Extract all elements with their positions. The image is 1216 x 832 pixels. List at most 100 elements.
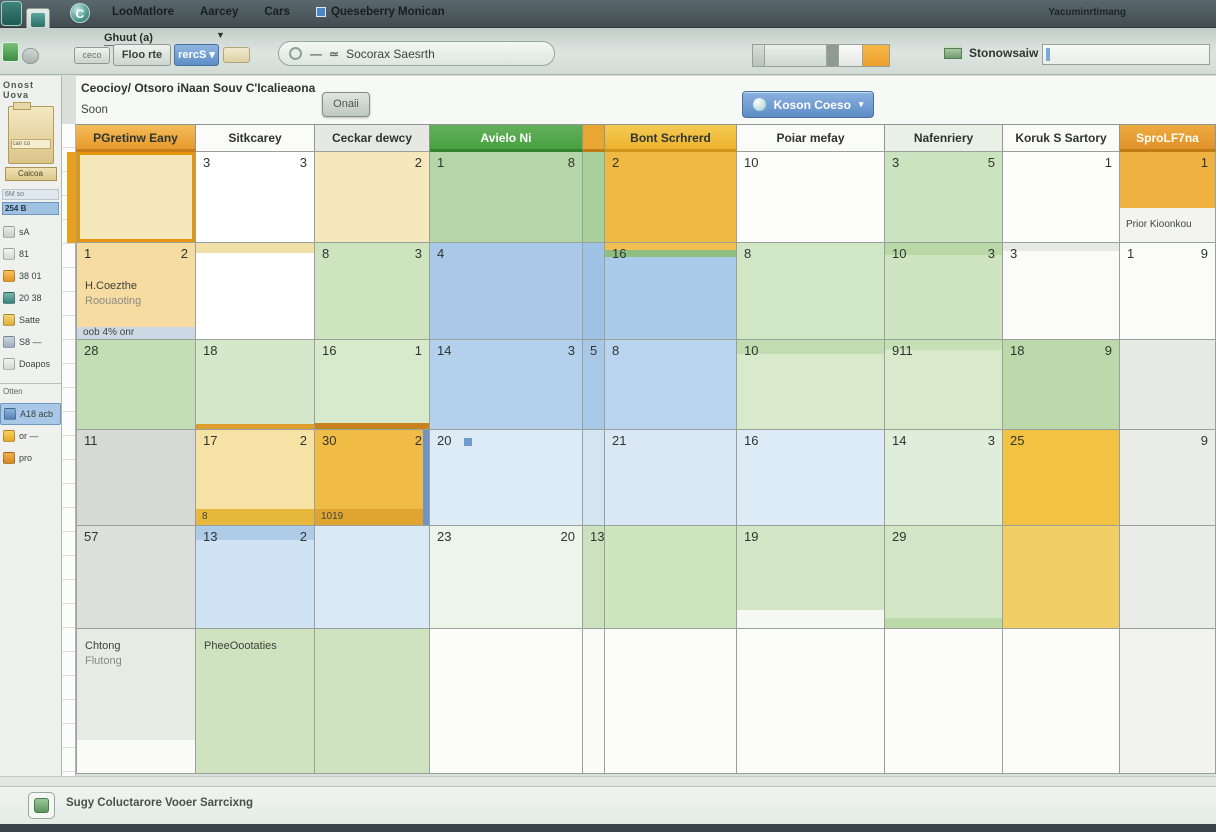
segment-2[interactable] <box>765 45 827 66</box>
calendar-cell[interactable]: 14 3 <box>430 340 583 430</box>
event-bar[interactable] <box>605 243 736 250</box>
calendar-cell[interactable]: 16 <box>605 243 737 340</box>
extra-button[interactable] <box>223 47 250 63</box>
calendar-cell[interactable]: 21 <box>605 430 737 526</box>
calendar-cell[interactable] <box>1003 629 1120 774</box>
event-bar[interactable]: oob 4% onr <box>77 327 195 339</box>
calendar-cell[interactable]: 2 <box>315 152 430 243</box>
sidebar-item[interactable]: Doapos <box>0 353 61 375</box>
segment-1[interactable] <box>753 45 765 66</box>
right-input[interactable] <box>1042 44 1210 65</box>
calendar-cell[interactable] <box>737 629 885 774</box>
segment-3[interactable] <box>839 45 863 66</box>
calendar-cell[interactable]: 29 <box>885 526 1003 629</box>
calendar-cell[interactable]: 8 <box>737 243 885 340</box>
calendar-cell[interactable]: 14 3 <box>885 430 1003 526</box>
calendar-cell[interactable]: 2 <box>605 152 737 243</box>
event-bar[interactable] <box>885 243 1002 255</box>
calendar-cell[interactable]: PheeOootaties <box>196 629 315 774</box>
calendar-cell[interactable]: 10 <box>737 152 885 243</box>
sidebar-item[interactable]: 81 <box>0 243 61 265</box>
calendar-cell[interactable]: 18 <box>196 340 315 430</box>
event-bar[interactable] <box>1003 243 1119 251</box>
calendar-cell[interactable] <box>583 629 605 774</box>
calendar-cell[interactable]: 13 <box>583 526 605 629</box>
calendar-cell[interactable] <box>583 430 605 526</box>
calendar-cell[interactable]: 1 <box>1003 152 1120 243</box>
calendar-cell[interactable] <box>1120 340 1216 430</box>
calendar-cell[interactable] <box>315 629 430 774</box>
sidebar-item[interactable]: pro <box>0 447 61 469</box>
calendar-cell[interactable]: 911 <box>885 340 1003 430</box>
sidebar-item-selected[interactable]: A18 acb <box>0 403 61 425</box>
event-bar[interactable] <box>196 424 314 429</box>
app-logo-icon[interactable]: C <box>70 3 90 23</box>
status-icon[interactable] <box>28 792 55 819</box>
calendar-cell[interactable]: 5 <box>583 340 605 430</box>
calendar-cell[interactable]: 1 Prior Kioonkou <box>1120 152 1216 243</box>
today-button[interactable]: Onaii <box>322 92 370 117</box>
calendar-cell[interactable]: 13 2 <box>196 526 315 629</box>
calendar-cell[interactable]: 30 2 1019 <box>315 430 430 526</box>
calendar-cell[interactable]: 23 20 <box>430 526 583 629</box>
sidebar-item[interactable]: or — <box>0 425 61 447</box>
menu-item-2[interactable]: Aarcey <box>199 6 239 18</box>
segment-4-active[interactable] <box>863 45 889 66</box>
calendar-cell[interactable]: 1 2 H.Coezthe Roouaoting oob 4% onr <box>76 243 196 340</box>
sidebar-item[interactable]: S8 — <box>0 331 61 353</box>
sidebar-item[interactable]: 38 01 <box>0 265 61 287</box>
calendar-cell[interactable]: 9 <box>1120 430 1216 526</box>
calendar-cell[interactable] <box>605 629 737 774</box>
event-bar[interactable] <box>196 526 314 540</box>
primary-button[interactable]: rercS ▾ <box>174 44 219 66</box>
event-bar[interactable] <box>737 610 884 628</box>
calendar-cell[interactable]: 10 <box>737 340 885 430</box>
calendar-cell[interactable]: 3 <box>1003 243 1120 340</box>
round-tool-icon[interactable] <box>22 48 39 64</box>
action-button[interactable]: Koson Coeso ▾ <box>742 91 874 118</box>
window-app-icon[interactable] <box>1 1 22 26</box>
calendar-cell[interactable]: 19 <box>737 526 885 629</box>
calendar-cell[interactable] <box>1120 629 1216 774</box>
event-bar[interactable] <box>315 423 429 429</box>
reports-button[interactable]: Floo rte <box>113 44 171 66</box>
event-bar[interactable]: 8 <box>196 509 314 525</box>
calendar-cell[interactable] <box>885 629 1003 774</box>
calendar-cell[interactable] <box>76 152 196 243</box>
event-bar[interactable] <box>737 340 884 354</box>
calendar-cell[interactable]: 25 <box>1003 430 1120 526</box>
mini-calendar-selected[interactable]: 254 B <box>2 202 59 215</box>
calendar-cell[interactable]: 8 <box>605 340 737 430</box>
menu-item-3[interactable]: Cars <box>264 6 290 18</box>
view-segmented-control[interactable] <box>752 44 890 67</box>
event-bar[interactable] <box>885 618 1002 628</box>
view-mode-label[interactable]: Stonowsaiw <box>944 46 1038 60</box>
event-bar[interactable]: 1019 <box>315 509 429 525</box>
drag-marker[interactable] <box>464 438 472 446</box>
menu-item-1[interactable]: LooMatlore <box>112 6 174 18</box>
calendar-cell[interactable]: 16 <box>737 430 885 526</box>
calendar-cell[interactable] <box>196 243 315 340</box>
calendar-cell[interactable]: 10 3 <box>885 243 1003 340</box>
calendar-cell[interactable]: 20 <box>430 430 583 526</box>
calendar-cell[interactable] <box>430 629 583 774</box>
calendar-cell[interactable]: 16 1 <box>315 340 430 430</box>
event-bar[interactable] <box>196 243 314 253</box>
green-app-icon[interactable] <box>2 42 19 62</box>
sidebar-item[interactable]: 20 38 <box>0 287 61 309</box>
small-button[interactable]: ceco <box>74 47 110 64</box>
search-input[interactable]: — ≃ Socorax Saesrth <box>278 41 555 66</box>
calendar-cell[interactable]: 18 9 <box>1003 340 1120 430</box>
calendar-cell[interactable] <box>1003 526 1120 629</box>
sidebar-item[interactable]: sA <box>0 221 61 243</box>
calendar-cell[interactable] <box>583 152 605 243</box>
calendar-cell[interactable]: Chtong Flutong <box>76 629 196 774</box>
event-bar[interactable] <box>77 740 195 773</box>
calendar-cell[interactable]: 57 <box>76 526 196 629</box>
calendar-cell[interactable] <box>583 243 605 340</box>
